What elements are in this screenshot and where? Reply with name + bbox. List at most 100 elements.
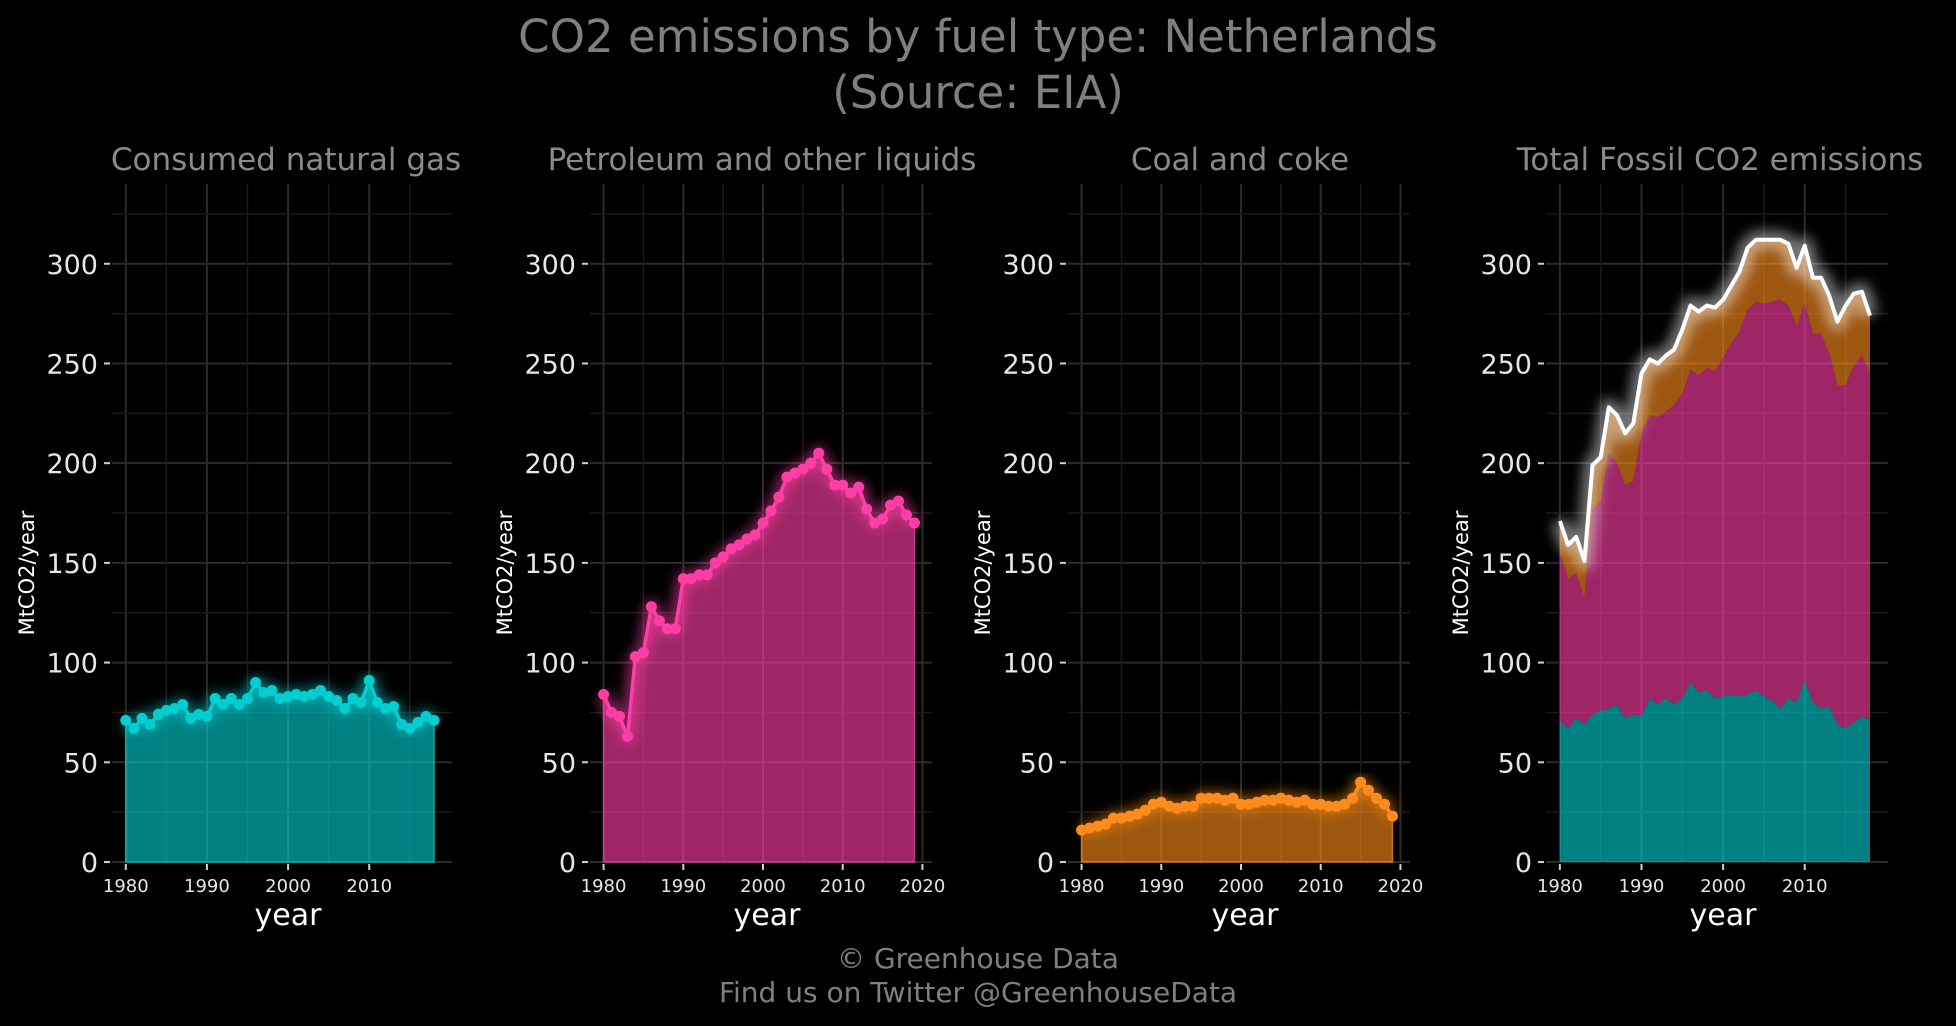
- x-tick-label: 2010: [346, 876, 392, 897]
- panel-2: 0 50 100 150 200 250 300 1980 1990 2000 2010 2020 ye…: [493, 142, 976, 933]
- data-point: [120, 714, 132, 726]
- y-tick-label: 150: [1480, 549, 1532, 580]
- y-tick-label: 300: [1480, 250, 1532, 281]
- y-tick-label: 300: [46, 250, 98, 281]
- data-point: [363, 675, 375, 686]
- data-point: [837, 479, 849, 491]
- y-tick-label: 150: [46, 549, 98, 580]
- data-point: [404, 722, 416, 734]
- x-axis-label: year: [1212, 898, 1280, 933]
- data-point: [1339, 798, 1351, 810]
- data-point: [339, 703, 351, 714]
- data-point: [821, 463, 833, 475]
- data-point: [622, 730, 633, 742]
- data-point: [1187, 800, 1199, 812]
- y-axis-label: MtCO2/year: [1449, 510, 1473, 635]
- data-point: [773, 491, 785, 503]
- y-tick-label: 250: [1002, 349, 1054, 380]
- credit-twitter: Find us on Twitter @GreenhouseData: [718, 976, 1238, 1009]
- data-point: [1107, 812, 1119, 824]
- x-tick-label: 1990: [184, 876, 230, 897]
- data-point: [829, 479, 841, 491]
- stack-layer-petroleum: [1559, 299, 1870, 729]
- y-tick-label: 300: [524, 250, 576, 281]
- y-tick-label: 150: [524, 549, 576, 580]
- data-point: [428, 714, 440, 726]
- data-point: [805, 457, 817, 469]
- chart-subtitle: (Source: EIA): [832, 66, 1124, 119]
- y-tick-label: 0: [1037, 848, 1054, 879]
- data-point: [209, 693, 221, 704]
- data-point: [861, 503, 873, 515]
- data-point: [266, 685, 278, 696]
- data-point: [797, 463, 809, 475]
- y-tick-label: 50: [1498, 748, 1532, 779]
- data-point: [901, 509, 912, 521]
- x-tick-label: 1990: [660, 876, 706, 897]
- y-axis-label: MtCO2/year: [971, 510, 995, 635]
- series-line: [601, 451, 916, 739]
- data-point: [388, 701, 400, 712]
- data-point: [217, 699, 229, 710]
- data-point: [1139, 804, 1151, 816]
- y-tick-label: 300: [1002, 250, 1054, 281]
- y-tick-label: 200: [524, 449, 576, 480]
- data-point: [709, 557, 721, 569]
- data-point: [598, 689, 610, 700]
- data-point: [412, 716, 424, 728]
- data-point: [677, 573, 689, 585]
- y-axis-label: MtCO2/year: [493, 510, 517, 635]
- stack-layer-gas: [1559, 680, 1870, 862]
- x-axis-label: year: [734, 898, 802, 933]
- data-point: [757, 517, 769, 529]
- data-point: [201, 710, 213, 722]
- x-axis-label: year: [255, 898, 323, 933]
- data-point: [225, 693, 237, 704]
- panel-title: Petroleum and other liquids: [548, 142, 977, 178]
- data-point: [371, 697, 383, 708]
- data-point: [669, 623, 681, 635]
- x-tick-label: 2000: [740, 876, 786, 897]
- panel-4: 0 50 100 150 200 250 300 1980 1990 2000 2010 year Mt…: [1449, 142, 1923, 933]
- x-tick-label: 2020: [900, 876, 946, 897]
- chart-title: CO2 emissions by fuel type: Netherlands: [518, 10, 1438, 63]
- x-tick-label: 1990: [1619, 876, 1665, 897]
- x-tick-label: 1980: [1537, 876, 1583, 897]
- y-tick-label: 50: [1020, 748, 1054, 779]
- y-tick-label: 250: [1480, 349, 1532, 380]
- y-tick-label: 0: [559, 848, 576, 879]
- x-tick-label: 2010: [1782, 876, 1828, 897]
- data-point: [1179, 800, 1191, 812]
- data-point: [877, 513, 889, 525]
- panel-title: Consumed natural gas: [111, 142, 461, 178]
- y-tick-label: 0: [81, 848, 98, 879]
- y-tick-label: 100: [1002, 649, 1054, 680]
- x-tick-label: 1980: [581, 876, 627, 897]
- y-tick-label: 200: [46, 449, 98, 480]
- y-tick-label: 0: [1515, 848, 1532, 879]
- data-point: [144, 718, 156, 730]
- panel-3: 0 50 100 150 200 250 300 1980 1990 2000 2010 2020 ye…: [971, 142, 1423, 933]
- data-point: [233, 699, 245, 710]
- x-tick-label: 2000: [1700, 876, 1746, 897]
- data-point: [765, 505, 777, 517]
- data-point: [1371, 792, 1382, 804]
- data-point: [136, 712, 148, 724]
- x-tick-label: 2000: [1218, 876, 1264, 897]
- data-point: [1227, 792, 1239, 804]
- data-point: [1387, 810, 1398, 822]
- data-point: [653, 615, 665, 627]
- data-point: [1195, 792, 1207, 804]
- data-point: [1323, 800, 1335, 812]
- data-point: [701, 569, 713, 581]
- x-tick-label: 2020: [1378, 876, 1424, 897]
- data-point: [733, 539, 745, 551]
- data-point: [315, 685, 326, 696]
- y-tick-label: 200: [1480, 449, 1532, 480]
- y-tick-label: 200: [1002, 449, 1054, 480]
- data-point: [1307, 798, 1319, 810]
- y-tick-label: 50: [64, 748, 98, 779]
- total-line: [1558, 237, 1872, 563]
